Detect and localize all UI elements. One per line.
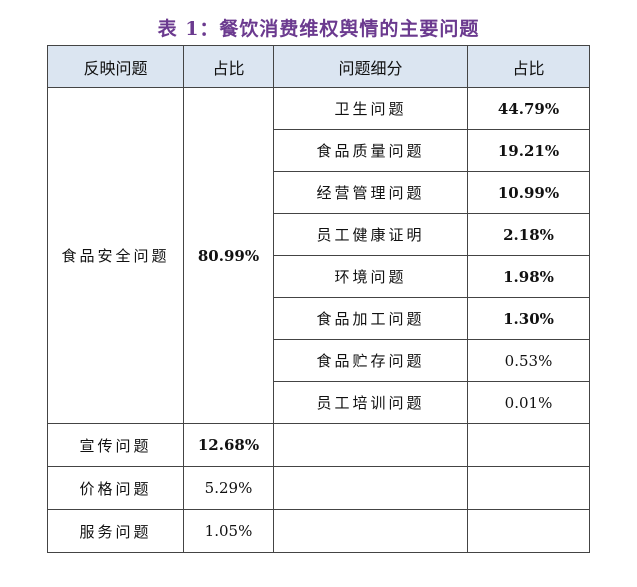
empty-cell <box>273 466 468 510</box>
table-row: 经营管理问题 10.99% <box>48 171 590 214</box>
empty-cell <box>467 466 590 510</box>
category-food-safety: 食品安全问题 <box>47 87 184 424</box>
detail-label: 员工培训问题 <box>273 381 468 424</box>
detail-label: 食品贮存问题 <box>273 339 468 382</box>
table-row: 食品安全问题 80.99% 卫生问题 44.79% <box>47 87 590 424</box>
table-row: 食品质量问题 19.21% <box>48 129 590 172</box>
detail-share: 1.98% <box>467 255 590 298</box>
detail-label: 经营管理问题 <box>273 171 468 214</box>
table-row: 环境问题 1.98% <box>48 255 590 298</box>
table-row: 食品贮存问题 0.53% <box>48 339 590 382</box>
detail-share: 2.18% <box>467 213 590 256</box>
empty-cell <box>467 509 590 553</box>
category-share: 5.29% <box>183 466 274 510</box>
category-label: 价格问题 <box>47 466 184 510</box>
detail-share: 44.79% <box>467 87 590 130</box>
detail-label: 卫生问题 <box>273 87 468 130</box>
detail-label: 员工健康证明 <box>273 213 468 256</box>
detail-share: 1.30% <box>467 297 590 340</box>
empty-cell <box>273 423 468 467</box>
header-share: 占比 <box>183 45 274 88</box>
issues-table: 反映问题 占比 问题细分 占比 食品安全问题 80.99% 卫生问题 44.79… <box>47 45 590 553</box>
table-row: 食品加工问题 1.30% <box>48 297 590 340</box>
table-row: 服务问题 1.05% <box>47 509 590 553</box>
category-share: 12.68% <box>183 423 274 467</box>
table-row: 宣传问题 12.68% <box>47 423 590 467</box>
empty-cell <box>467 423 590 467</box>
category-label: 服务问题 <box>47 509 184 553</box>
table-caption: 表 1：餐饮消费维权舆情的主要问题 <box>157 18 480 40</box>
category-food-safety-share: 80.99% <box>183 87 274 424</box>
detail-label: 食品质量问题 <box>273 129 468 172</box>
header-issue: 反映问题 <box>47 45 184 88</box>
table-row: 员工培训问题 0.01% <box>48 381 590 424</box>
detail-label: 食品加工问题 <box>273 297 468 340</box>
detail-share: 0.01% <box>467 381 590 424</box>
detail-share: 10.99% <box>467 171 590 214</box>
header-detail-share: 占比 <box>467 45 590 88</box>
detail-label: 环境问题 <box>273 255 468 298</box>
category-share: 1.05% <box>183 509 274 553</box>
table-row: 价格问题 5.29% <box>47 466 590 510</box>
header-detail: 问题细分 <box>273 45 468 88</box>
detail-share: 19.21% <box>467 129 590 172</box>
detail-share: 0.53% <box>467 339 590 382</box>
category-label: 宣传问题 <box>47 423 184 467</box>
empty-cell <box>273 509 468 553</box>
table-row: 员工健康证明 2.18% <box>48 213 590 256</box>
header-row: 反映问题 占比 问题细分 占比 <box>47 45 590 88</box>
